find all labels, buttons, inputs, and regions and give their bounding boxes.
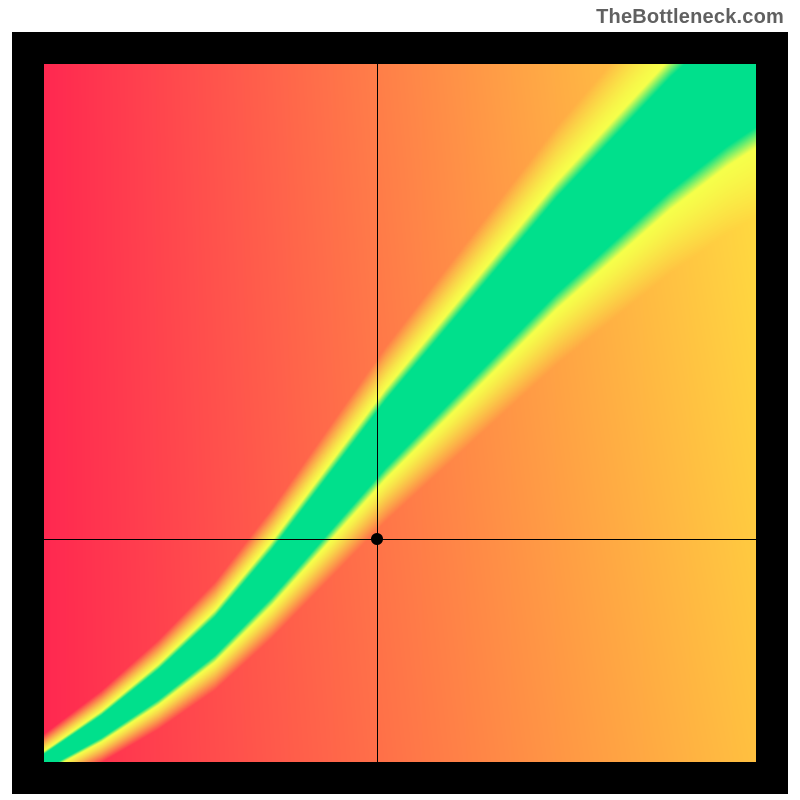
chart-frame <box>12 32 788 794</box>
crosshair-marker <box>371 533 383 545</box>
crosshair-vertical <box>377 64 378 762</box>
plot-area <box>44 64 756 762</box>
heatmap-canvas <box>44 64 756 762</box>
crosshair-horizontal <box>44 539 756 540</box>
attribution-text: TheBottleneck.com <box>596 6 784 29</box>
page-container: TheBottleneck.com <box>0 0 800 800</box>
